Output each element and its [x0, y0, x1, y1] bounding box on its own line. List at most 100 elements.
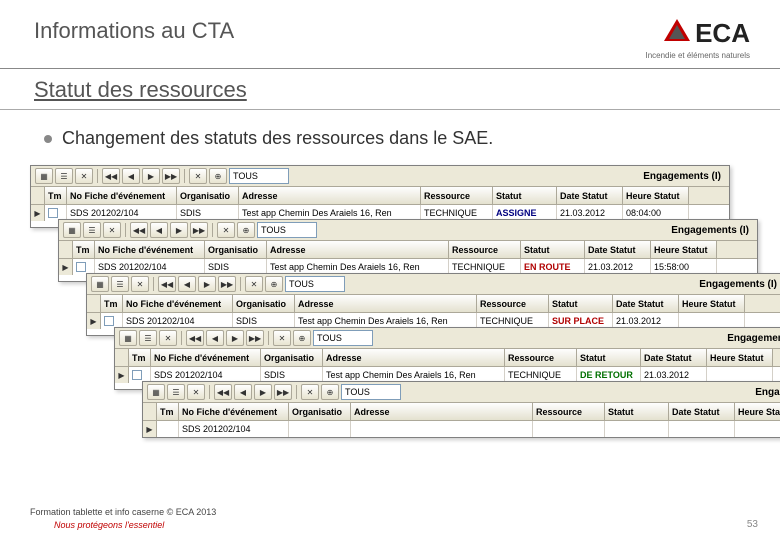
column-header[interactable]: Adresse — [323, 349, 505, 366]
toolbar-button[interactable]: ⊕ — [265, 276, 283, 292]
toolbar-button[interactable]: ◀◀ — [158, 276, 176, 292]
toolbar-button[interactable]: ▦ — [147, 384, 165, 400]
toolbar-button[interactable]: ✕ — [273, 330, 291, 346]
column-header[interactable]: Ressource — [505, 349, 577, 366]
toolbar-button[interactable]: ✕ — [159, 330, 177, 346]
column-header[interactable]: Tm — [45, 187, 67, 204]
toolbar-button[interactable]: ✕ — [217, 222, 235, 238]
column-header[interactable]: Tm — [73, 241, 95, 258]
cell-fiche: SDS 201202/104 — [179, 421, 289, 437]
filter-field[interactable]: TOUS — [229, 168, 289, 184]
toolbar-button[interactable]: ▶ — [254, 384, 272, 400]
toolbar-button[interactable]: ▶ — [170, 222, 188, 238]
column-header[interactable]: Organisatio — [289, 403, 351, 420]
column-header[interactable]: Organisatio — [261, 349, 323, 366]
column-header[interactable]: Adresse — [295, 295, 477, 312]
column-header[interactable]: Heure Statut — [651, 241, 717, 258]
column-header[interactable]: No Fiche d'événement — [95, 241, 205, 258]
column-header[interactable]: Date Statut — [613, 295, 679, 312]
column-header[interactable]: Statut — [493, 187, 557, 204]
toolbar-button[interactable]: ▶▶ — [162, 168, 180, 184]
toolbar-button[interactable]: ☰ — [167, 384, 185, 400]
engagements-label: Engagements (I) — [755, 387, 780, 398]
grid-header: TmNo Fiche d'événementOrganisatioAdresse… — [31, 187, 729, 205]
toolbar-button[interactable]: ⊕ — [293, 330, 311, 346]
subtitle-bar: Statut des ressources — [0, 69, 780, 110]
toolbar-button[interactable]: ☰ — [55, 168, 73, 184]
column-header[interactable]: Tm — [101, 295, 123, 312]
toolbar-button[interactable]: ▦ — [119, 330, 137, 346]
toolbar-button[interactable]: ✕ — [187, 384, 205, 400]
column-header[interactable]: No Fiche d'événement — [179, 403, 289, 420]
toolbar-button[interactable]: ▦ — [35, 168, 53, 184]
engagements-label: Engagements (I) — [727, 333, 780, 344]
toolbar-button[interactable]: ⊕ — [209, 168, 227, 184]
column-header[interactable]: Heure Statut — [707, 349, 773, 366]
toolbar-button[interactable]: ✕ — [131, 276, 149, 292]
column-header[interactable]: No Fiche d'événement — [67, 187, 177, 204]
toolbar-button[interactable]: ✕ — [75, 168, 93, 184]
column-header[interactable]: No Fiche d'événement — [123, 295, 233, 312]
column-header[interactable]: Heure Statut — [735, 403, 780, 420]
column-header[interactable]: Ressource — [477, 295, 549, 312]
column-header[interactable]: Tm — [157, 403, 179, 420]
filter-field[interactable]: TOUS — [341, 384, 401, 400]
filter-field[interactable]: TOUS — [313, 330, 373, 346]
column-header[interactable]: Heure Statut — [623, 187, 689, 204]
toolbar-button[interactable]: ◀◀ — [102, 168, 120, 184]
toolbar-button[interactable]: ▶ — [226, 330, 244, 346]
toolbar-button[interactable]: ▶▶ — [246, 330, 264, 346]
toolbar-button[interactable]: ☰ — [83, 222, 101, 238]
column-header[interactable]: Ressource — [421, 187, 493, 204]
toolbar-button[interactable]: ◀◀ — [186, 330, 204, 346]
toolbar-button[interactable]: ◀ — [178, 276, 196, 292]
column-header[interactable]: Ressource — [533, 403, 605, 420]
toolbar-button[interactable]: ▦ — [91, 276, 109, 292]
column-header[interactable]: No Fiche d'événement — [151, 349, 261, 366]
toolbar-button[interactable]: ◀ — [122, 168, 140, 184]
toolbar-button[interactable]: ▶▶ — [190, 222, 208, 238]
table-row[interactable]: ▶SDS 201202/104 — [143, 421, 780, 437]
toolbar-button[interactable]: ▶▶ — [274, 384, 292, 400]
column-header[interactable]: Adresse — [239, 187, 421, 204]
toolbar-button[interactable]: ⊕ — [321, 384, 339, 400]
grid-header: TmNo Fiche d'événementOrganisatioAdresse… — [143, 403, 780, 421]
cell-ressource — [533, 421, 605, 437]
toolbar-button[interactable]: ◀◀ — [214, 384, 232, 400]
column-header[interactable]: Heure Statut — [679, 295, 745, 312]
toolbar-button[interactable]: ⊕ — [237, 222, 255, 238]
toolbar-button[interactable]: ✕ — [103, 222, 121, 238]
column-header[interactable]: Statut — [605, 403, 669, 420]
column-header[interactable]: Adresse — [351, 403, 533, 420]
column-header[interactable]: Date Statut — [585, 241, 651, 258]
column-header[interactable]: Organisatio — [233, 295, 295, 312]
toolbar-button[interactable]: ✕ — [189, 168, 207, 184]
column-header[interactable]: Organisatio — [205, 241, 267, 258]
filter-field[interactable]: TOUS — [285, 276, 345, 292]
column-header[interactable]: Date Statut — [641, 349, 707, 366]
column-header[interactable]: Statut — [521, 241, 585, 258]
column-header[interactable]: Statut — [549, 295, 613, 312]
toolbar-button[interactable]: ◀ — [150, 222, 168, 238]
toolbar-button[interactable]: ▶ — [142, 168, 160, 184]
column-header[interactable]: Adresse — [267, 241, 449, 258]
toolbar-button[interactable]: ▶▶ — [218, 276, 236, 292]
column-header[interactable]: Date Statut — [669, 403, 735, 420]
column-header[interactable]: Date Statut — [557, 187, 623, 204]
toolbar-button[interactable]: ✕ — [245, 276, 263, 292]
toolbar-button[interactable]: ☰ — [111, 276, 129, 292]
toolbar-button[interactable]: ▦ — [63, 222, 81, 238]
filter-field[interactable]: TOUS — [257, 222, 317, 238]
cell-statut — [605, 421, 669, 437]
column-header[interactable]: Organisatio — [177, 187, 239, 204]
toolbar-button[interactable]: ▶ — [198, 276, 216, 292]
toolbar-button[interactable]: ✕ — [301, 384, 319, 400]
column-header[interactable]: Ressource — [449, 241, 521, 258]
toolbar-button[interactable]: ◀ — [234, 384, 252, 400]
cell-adresse — [351, 421, 533, 437]
toolbar-button[interactable]: ◀ — [206, 330, 224, 346]
toolbar-button[interactable]: ◀◀ — [130, 222, 148, 238]
column-header[interactable]: Statut — [577, 349, 641, 366]
column-header[interactable]: Tm — [129, 349, 151, 366]
toolbar-button[interactable]: ☰ — [139, 330, 157, 346]
